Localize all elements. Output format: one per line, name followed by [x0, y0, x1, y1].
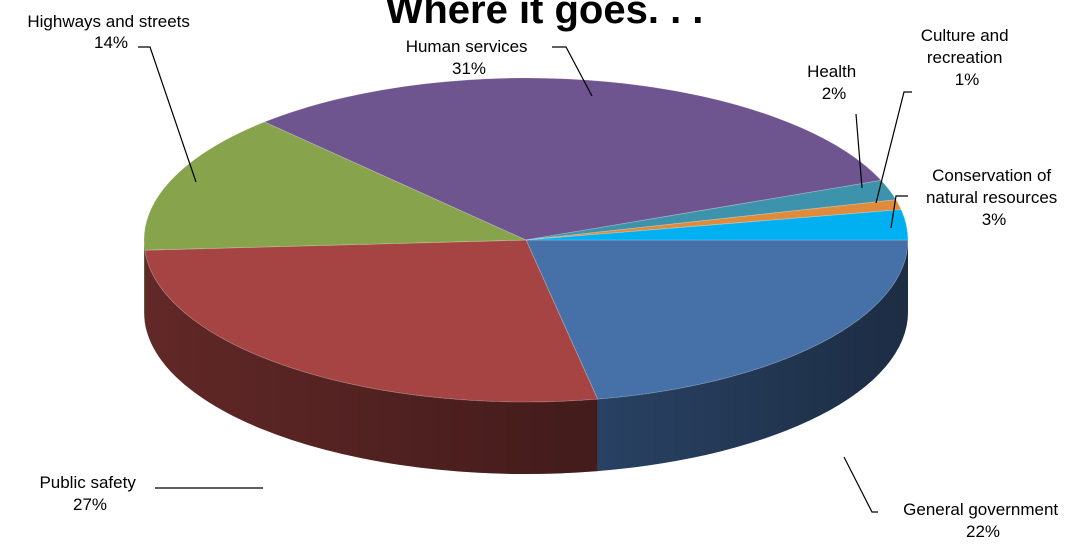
label-conservation-name-2: natural resources — [926, 188, 1057, 207]
slice-highways-and-streets — [143, 121, 527, 251]
pie-side-walls — [144, 240, 908, 474]
leader-line-highways — [138, 46, 197, 183]
chart-title: Where it goes. . . — [385, 0, 704, 32]
label-highways-pct: 14% — [94, 33, 128, 52]
leader-line-culture — [875, 91, 912, 204]
slice-side-shadow-public-safety — [144, 250, 598, 474]
label-conservation-pct: 3% — [982, 210, 1007, 229]
slice-general-government — [525, 239, 909, 400]
label-public-pct: 27% — [73, 495, 107, 514]
slice-conservation-of-natural-resources — [525, 209, 909, 241]
slice-side-shadow-highways-and-streets — [144, 240, 145, 323]
leader-line-health — [855, 113, 863, 189]
slice-public-safety — [144, 239, 599, 403]
label-culture-name-1: Culture and — [921, 26, 1009, 45]
label-general: General government 22% — [903, 500, 1063, 541]
label-general-pct: 22% — [966, 522, 1000, 541]
label-conservation-name-1: Conservation of — [932, 166, 1051, 185]
leader-line-conservation — [890, 195, 908, 229]
pie-slices — [143, 77, 909, 403]
label-human-pct: 31% — [452, 59, 486, 78]
label-public: Public safety 27% — [39, 473, 140, 514]
slice-side-shadow-general-government — [597, 240, 908, 472]
label-highways-name: Highways and streets — [27, 12, 190, 31]
label-health: Health 2% — [807, 62, 861, 103]
label-public-name: Public safety — [39, 473, 136, 492]
leader-lines — [138, 46, 912, 513]
label-human-name: Human services — [406, 37, 528, 56]
label-culture-name-2: recreation — [927, 48, 1003, 67]
label-highways: Highways and streets 14% — [27, 12, 194, 52]
label-general-name: General government — [903, 500, 1058, 519]
label-culture: Culture and recreation 1% — [921, 26, 1014, 89]
label-conservation: Conservation of natural resources 3% — [926, 166, 1062, 229]
label-culture-pct: 1% — [955, 70, 980, 89]
label-health-pct: 2% — [822, 84, 847, 103]
label-human: Human services 31% — [406, 37, 533, 78]
slice-human-services — [263, 77, 882, 241]
leader-line-general — [843, 456, 878, 513]
leader-line-human — [552, 46, 593, 97]
label-health-name: Health — [807, 62, 856, 81]
